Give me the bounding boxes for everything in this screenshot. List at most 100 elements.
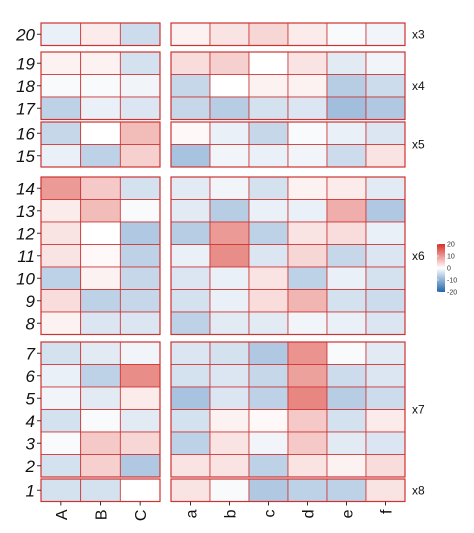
heatmap-cell-16-A [40, 121, 82, 145]
heatmap-cell-10-A [40, 266, 82, 290]
heatmap-cell-16-B [80, 121, 121, 145]
heatmap-cell-9-c [248, 289, 289, 313]
heatmap-cell-11-C [119, 244, 161, 268]
heatmap-cell-17-A [40, 96, 82, 120]
x-tick-label-A: A [54, 509, 71, 520]
heatmap-cell-6-c [248, 364, 289, 388]
x-tick-label-b: b [223, 509, 240, 518]
y-tick-label-2: 2 [25, 457, 36, 476]
heatmap-cell-4-B [80, 409, 121, 433]
heatmap-cell-2-e [326, 454, 367, 478]
heatmap-cell-11-a [170, 244, 211, 268]
heatmap-cell-5-b [209, 386, 250, 410]
heatmap-cell-6-e [326, 364, 367, 388]
heatmap-cell-15-b [209, 144, 250, 168]
heatmap-cell-1-f [365, 478, 406, 502]
heatmap-cell-15-A [40, 144, 82, 168]
facet-panel-x6-1 [170, 176, 406, 336]
heatmap-cell-15-e [326, 144, 367, 168]
heatmap-cell-18-A [40, 74, 82, 98]
heatmap-cell-5-C [119, 386, 161, 410]
heatmap-cell-13-e [326, 199, 367, 223]
heatmap-cell-4-e [326, 409, 367, 433]
heatmap-cell-13-C [119, 199, 161, 223]
facet-panel-x5-1 [170, 121, 406, 168]
heatmap-cell-7-f [365, 341, 406, 365]
heatmap-cell-5-c [248, 386, 289, 410]
heatmap-cell-8-e [326, 311, 367, 335]
x-tick-label-B: B [94, 510, 111, 521]
heatmap-cell-10-C [119, 266, 161, 290]
heatmap-cell-7-A [40, 341, 82, 365]
heatmap-cell-12-e [326, 221, 367, 245]
heatmap-cell-11-A [40, 244, 82, 268]
heatmap-cell-9-C [119, 289, 161, 313]
heatmap-cell-6-B [80, 364, 121, 388]
heatmap-cell-13-f [365, 199, 406, 223]
heatmap-cell-1-c [248, 478, 289, 502]
y-tick-label-9: 9 [26, 292, 36, 311]
y-tick-label-5: 5 [26, 389, 36, 408]
heatmap-cell-12-b [209, 221, 250, 245]
heatmap-cell-14-c [248, 176, 289, 200]
heatmap-cell-15-a [170, 144, 211, 168]
heatmap-cell-13-d [287, 199, 328, 223]
heatmap-cell-20-c [248, 22, 289, 46]
heatmap-cell-12-a [170, 221, 211, 245]
heatmap-cell-17-e [326, 96, 367, 120]
heatmap-cell-18-a [170, 74, 211, 98]
x-tick-label-e: e [340, 509, 357, 518]
heatmap-cell-10-c [248, 266, 289, 290]
row-group-label-x7: x7 [412, 403, 425, 417]
heatmap-cell-5-f [365, 386, 406, 410]
heatmap-cell-1-A [40, 478, 82, 502]
facet-panel-x4-1 [170, 51, 406, 121]
heatmap-cell-7-C [119, 341, 161, 365]
heatmap-cell-20-a [170, 22, 211, 46]
heatmap-cell-18-b [209, 74, 250, 98]
y-tick-label-1: 1 [26, 481, 35, 500]
y-tick-label-8: 8 [26, 314, 36, 333]
heatmap-cell-18-c [248, 74, 289, 98]
heatmap-cell-16-f [365, 121, 406, 145]
row-group-label-x6: x6 [412, 249, 425, 263]
heatmap-cell-15-c [248, 144, 289, 168]
y-tick-label-7: 7 [26, 344, 36, 363]
heatmap-cell-1-C [119, 478, 161, 502]
facet-panel-x5-0 [40, 121, 161, 168]
heatmap-cell-19-c [248, 51, 289, 75]
heatmap-cell-16-C [119, 121, 161, 145]
heatmap-cell-14-a [170, 176, 211, 200]
heatmap-cell-20-f [365, 22, 406, 46]
heatmap-cell-8-C [119, 311, 161, 335]
y-tick-label-14: 14 [16, 179, 35, 198]
heatmap-cell-13-a [170, 199, 211, 223]
facet-panel-x7-1 [170, 341, 406, 478]
row-group-label-x5: x5 [412, 138, 425, 152]
heatmap-cell-17-B [80, 96, 121, 120]
heatmap-cell-12-B [80, 221, 121, 245]
heatmap-cell-7-e [326, 341, 367, 365]
heatmap-cell-14-B [80, 176, 121, 200]
heatmap-cell-5-e [326, 386, 367, 410]
heatmap-cell-8-f [365, 311, 406, 335]
y-tick-label-10: 10 [16, 269, 35, 288]
x-tick-label-a: a [184, 509, 201, 518]
heatmap-cell-14-C [119, 176, 161, 200]
heatmap-cell-18-d [287, 74, 328, 98]
heatmap-cell-9-d [287, 289, 328, 313]
heatmap-cell-17-b [209, 96, 250, 120]
legend-tick-label-10: 10 [447, 254, 455, 261]
y-tick-label-15: 15 [16, 147, 35, 166]
heatmap-cell-1-e [326, 478, 367, 502]
heatmap-cell-16-a [170, 121, 211, 145]
legend-tick-label--10: -10 [447, 278, 457, 285]
y-tick-label-17: 17 [16, 99, 35, 118]
y-tick-label-19: 19 [16, 54, 35, 73]
heatmap-cell-9-f [365, 289, 406, 313]
heatmap-cell-6-A [40, 364, 82, 388]
heatmap-cell-2-a [170, 454, 211, 478]
row-group-label-x3: x3 [412, 27, 425, 41]
heatmap-cell-4-d [287, 409, 328, 433]
